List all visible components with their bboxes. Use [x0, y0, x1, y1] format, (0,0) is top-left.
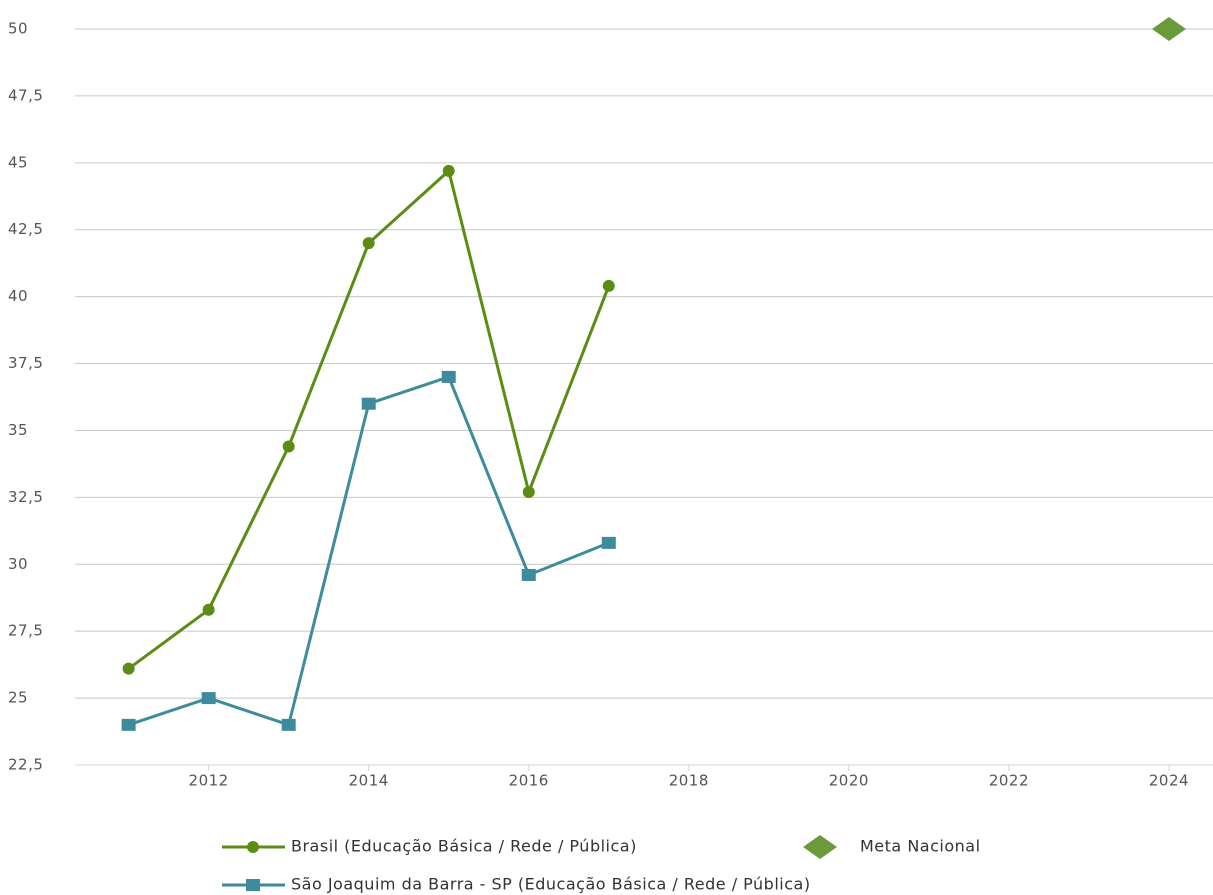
legend-item: Brasil (Educação Básica / Rede / Pública…: [222, 837, 637, 856]
legend-label: São Joaquim da Barra - SP (Educação Bási…: [291, 875, 811, 894]
y-tick-label: 35: [8, 421, 28, 439]
y-tick-label: 22,5: [8, 756, 43, 774]
x-tick-label: 2024: [1149, 772, 1189, 790]
point: [201, 692, 216, 705]
y-tick-label: 37,5: [8, 354, 43, 372]
point: [362, 237, 375, 250]
legend-symbol: [247, 841, 259, 853]
point: [281, 718, 296, 731]
y-tick-label: 25: [8, 689, 28, 707]
x-tick-label: 2020: [829, 772, 869, 790]
point: [361, 397, 376, 410]
legend-symbol: [246, 879, 260, 891]
x-tick-label: 2012: [189, 772, 229, 790]
legend-item: São Joaquim da Barra - SP (Educação Bási…: [222, 875, 811, 894]
x-tick-label: 2018: [669, 772, 709, 790]
y-tick-label: 32,5: [8, 488, 43, 506]
y-tick-label: 40: [8, 287, 28, 305]
y-tick-label: 45: [8, 153, 28, 171]
point: [202, 603, 215, 616]
y-tick-label: 30: [8, 555, 28, 573]
legend-symbol: [803, 835, 837, 859]
legend-item: Meta Nacional: [803, 835, 981, 859]
point: [521, 568, 536, 581]
point: [522, 486, 535, 499]
point: [122, 662, 135, 675]
y-tick-label: 50: [8, 20, 28, 38]
legend-label: Brasil (Educação Básica / Rede / Pública…: [291, 837, 637, 856]
y-tick-label: 42,5: [8, 220, 43, 238]
point: [1151, 17, 1186, 41]
point: [441, 370, 456, 383]
point: [121, 718, 136, 731]
legend: Brasil (Educação Básica / Rede / Pública…: [222, 835, 981, 894]
series-line: [128, 375, 610, 727]
point: [442, 164, 455, 177]
y-tick-label: 27,5: [8, 622, 43, 640]
x-tick-label: 2022: [989, 772, 1029, 790]
legend-label: Meta Nacional: [860, 837, 981, 856]
point: [601, 536, 616, 549]
x-tick-label: 2016: [509, 772, 549, 790]
y-tick-label: 47,5: [8, 86, 43, 104]
point: [602, 279, 615, 292]
point: [282, 440, 295, 453]
x-tick-label: 2014: [349, 772, 389, 790]
